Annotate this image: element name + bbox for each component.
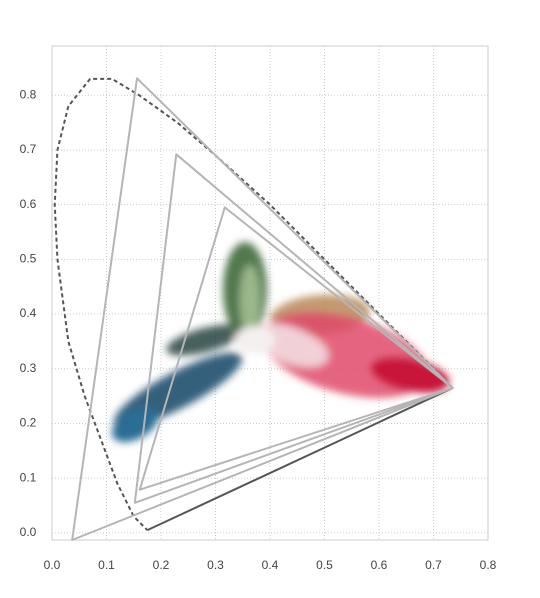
x-tick-label: 0.8 — [480, 558, 497, 572]
y-tick-label: 0.3 — [20, 361, 37, 375]
locus-line — [146, 387, 453, 532]
gamut-triangle — [71, 77, 454, 541]
y-tick-label: 0.7 — [20, 142, 37, 156]
grid — [51, 46, 489, 540]
x-tick-label: 0.3 — [207, 558, 224, 572]
x-tick-label: 0.2 — [153, 558, 170, 572]
x-tick-label: 0.5 — [316, 558, 333, 572]
x-tick-label: 0.4 — [262, 558, 279, 572]
x-tick-label: 0.7 — [425, 558, 442, 572]
y-tick-label: 0.4 — [20, 306, 37, 320]
x-tick-label: 0.6 — [371, 558, 388, 572]
y-tick-label: 0.1 — [20, 470, 37, 484]
gamut-triangle — [138, 206, 454, 491]
y-tick-label: 0.6 — [20, 197, 37, 211]
y-tick-label: 0.8 — [20, 87, 37, 101]
x-tick-label: 0.0 — [44, 558, 61, 572]
y-tick-label: 0.0 — [20, 525, 37, 539]
y-tick-label: 0.2 — [20, 416, 37, 430]
gamut-triangle — [133, 153, 454, 504]
y-tick-label: 0.5 — [20, 252, 37, 266]
x-tick-label: 0.1 — [98, 558, 115, 572]
locus-line — [53, 77, 454, 531]
chart-layer: 0.0 0.1 0.2 0.3 0.4 0.5 0.6 0.7 0.8 0.0 0.1 0.2 0.3 0… — [20, 77, 497, 572]
